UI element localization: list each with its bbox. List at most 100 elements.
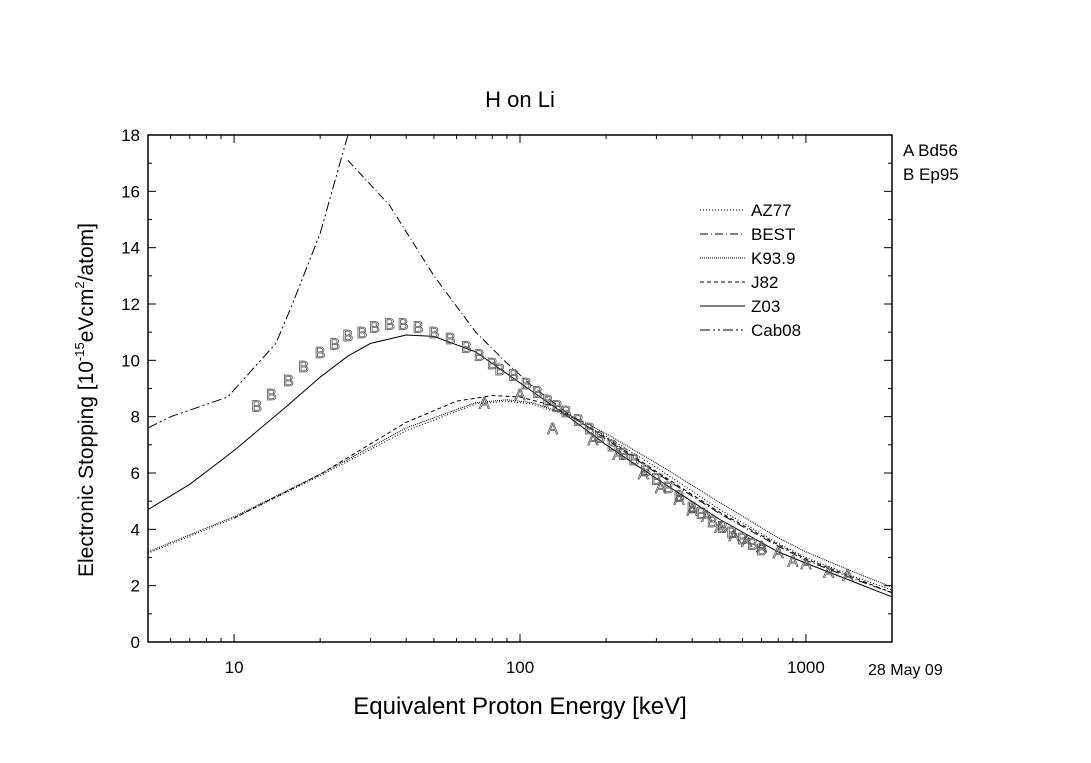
data-point-b: B — [494, 362, 505, 379]
data-point-a: A — [613, 446, 624, 463]
data-point-a: A — [655, 480, 666, 497]
y-label-part-3: /atom] — [75, 223, 98, 281]
data-point-a: A — [588, 432, 599, 449]
data-point-b: B — [628, 452, 639, 469]
data-point-b: B — [508, 367, 519, 384]
data-point-b: B — [487, 356, 498, 373]
data-point-b: B — [618, 446, 629, 463]
y-label-part-1: Electronic Stopping [10 — [75, 361, 98, 577]
y-tick-label: 6 — [131, 464, 140, 483]
data-point-a: A — [547, 421, 558, 438]
y-tick-label: 18 — [121, 126, 140, 145]
y-axis-label: Electronic Stopping [10-15eVcm2/atom] — [72, 223, 98, 577]
data-point-b: B — [640, 463, 651, 480]
data-point-b: B — [607, 438, 618, 455]
series-line-cab08 — [148, 135, 349, 429]
data-point-b: B — [561, 404, 572, 421]
legend: AZ77 BEST K93.9 J82 Z03 Cab08 — [700, 201, 801, 340]
y-label-part-2: eVcm — [75, 289, 98, 343]
data-point-b: B — [251, 398, 262, 415]
dataset-legend-entry: B Ep95 — [903, 165, 959, 184]
legend-label: Cab08 — [751, 321, 801, 340]
legend-label: Z03 — [751, 297, 780, 316]
data-point-b: B — [474, 348, 485, 365]
series-line-j82 — [233, 394, 892, 594]
y-tick-label: 0 — [131, 633, 140, 652]
data-point-a: A — [788, 553, 799, 570]
data-point-b: B — [747, 536, 758, 553]
data-point-b: B — [357, 325, 368, 342]
data-point-b: B — [674, 489, 685, 506]
data-point-b: B — [687, 500, 698, 517]
data-point-b: B — [594, 429, 605, 446]
y-tick-label: 12 — [121, 295, 140, 314]
data-point-a: A — [729, 528, 740, 545]
data-point-b: B — [717, 520, 728, 537]
data-point-b: B — [329, 336, 340, 353]
curves-layer — [148, 135, 892, 598]
data-point-b: B — [552, 398, 563, 415]
data-point-a: A — [479, 396, 490, 413]
y-axis: 0 2 4 6 8 10 12 14 16 18 — [121, 126, 892, 652]
data-point-b: B — [369, 320, 380, 337]
data-point-a: A — [687, 503, 698, 520]
data-point-b: B — [461, 339, 472, 356]
y-tick-label: 2 — [131, 577, 140, 596]
data-point-a: A — [823, 565, 834, 582]
data-point-b: B — [298, 359, 309, 376]
y-tick-label: 10 — [121, 351, 140, 370]
data-point-b: B — [651, 472, 662, 489]
data-point-b: B — [756, 542, 767, 559]
y-tick-label: 14 — [121, 239, 140, 258]
data-point-b: B — [315, 345, 326, 362]
data-point-b: B — [542, 393, 553, 410]
legend-label: AZ77 — [751, 201, 792, 220]
x-axis-label: Equivalent Proton Energy [keV] — [353, 693, 687, 720]
y-label-exponent-1: -15 — [72, 342, 87, 361]
data-point-b: B — [737, 531, 748, 548]
x-tick-label: 10 — [225, 658, 244, 677]
data-point-b: B — [266, 387, 277, 404]
data-point-b: B — [663, 480, 674, 497]
data-point-b: B — [384, 317, 395, 334]
chart-title: H on Li — [485, 87, 555, 112]
legend-label: J82 — [751, 273, 778, 292]
y-label-exponent-2: 2 — [72, 281, 87, 288]
data-point-a: A — [515, 387, 526, 404]
series-line-best — [347, 159, 892, 594]
x-tick-label: 100 — [506, 658, 534, 677]
data-point-b: B — [413, 320, 424, 337]
data-point-b: B — [445, 331, 456, 348]
dataset-legend-entry: A Bd56 — [903, 141, 958, 160]
data-point-b: B — [707, 514, 718, 531]
x-axis: 10 100 1000 — [147, 135, 893, 677]
data-point-b: B — [696, 505, 707, 522]
x-tick-label: 1000 — [787, 658, 825, 677]
legend-label: BEST — [751, 225, 795, 244]
data-point-a: A — [773, 545, 784, 562]
data-point-b: B — [584, 421, 595, 438]
dataset-legend: A Bd56 B Ep95 — [903, 141, 959, 184]
data-point-a: A — [801, 556, 812, 573]
data-point-b: B — [343, 328, 354, 345]
data-point-b: B — [398, 317, 409, 334]
data-point-b: B — [726, 525, 737, 542]
data-point-b: B — [521, 376, 532, 393]
data-point-b: B — [532, 384, 543, 401]
date-stamp: 28 May 09 — [868, 662, 943, 679]
data-point-a: A — [674, 491, 685, 508]
data-point-a: A — [756, 539, 767, 556]
data-point-b: B — [573, 412, 584, 429]
y-tick-label: 4 — [131, 520, 140, 539]
data-point-b: B — [283, 373, 294, 390]
data-point-a: A — [638, 466, 649, 483]
y-tick-label: 16 — [121, 182, 140, 201]
legend-label: K93.9 — [751, 249, 795, 268]
data-point-a: A — [741, 534, 752, 551]
data-point-b: B — [429, 325, 440, 342]
data-point-a: A — [842, 567, 853, 584]
series-line-z03 — [148, 334, 892, 598]
y-tick-label: 8 — [131, 408, 140, 427]
